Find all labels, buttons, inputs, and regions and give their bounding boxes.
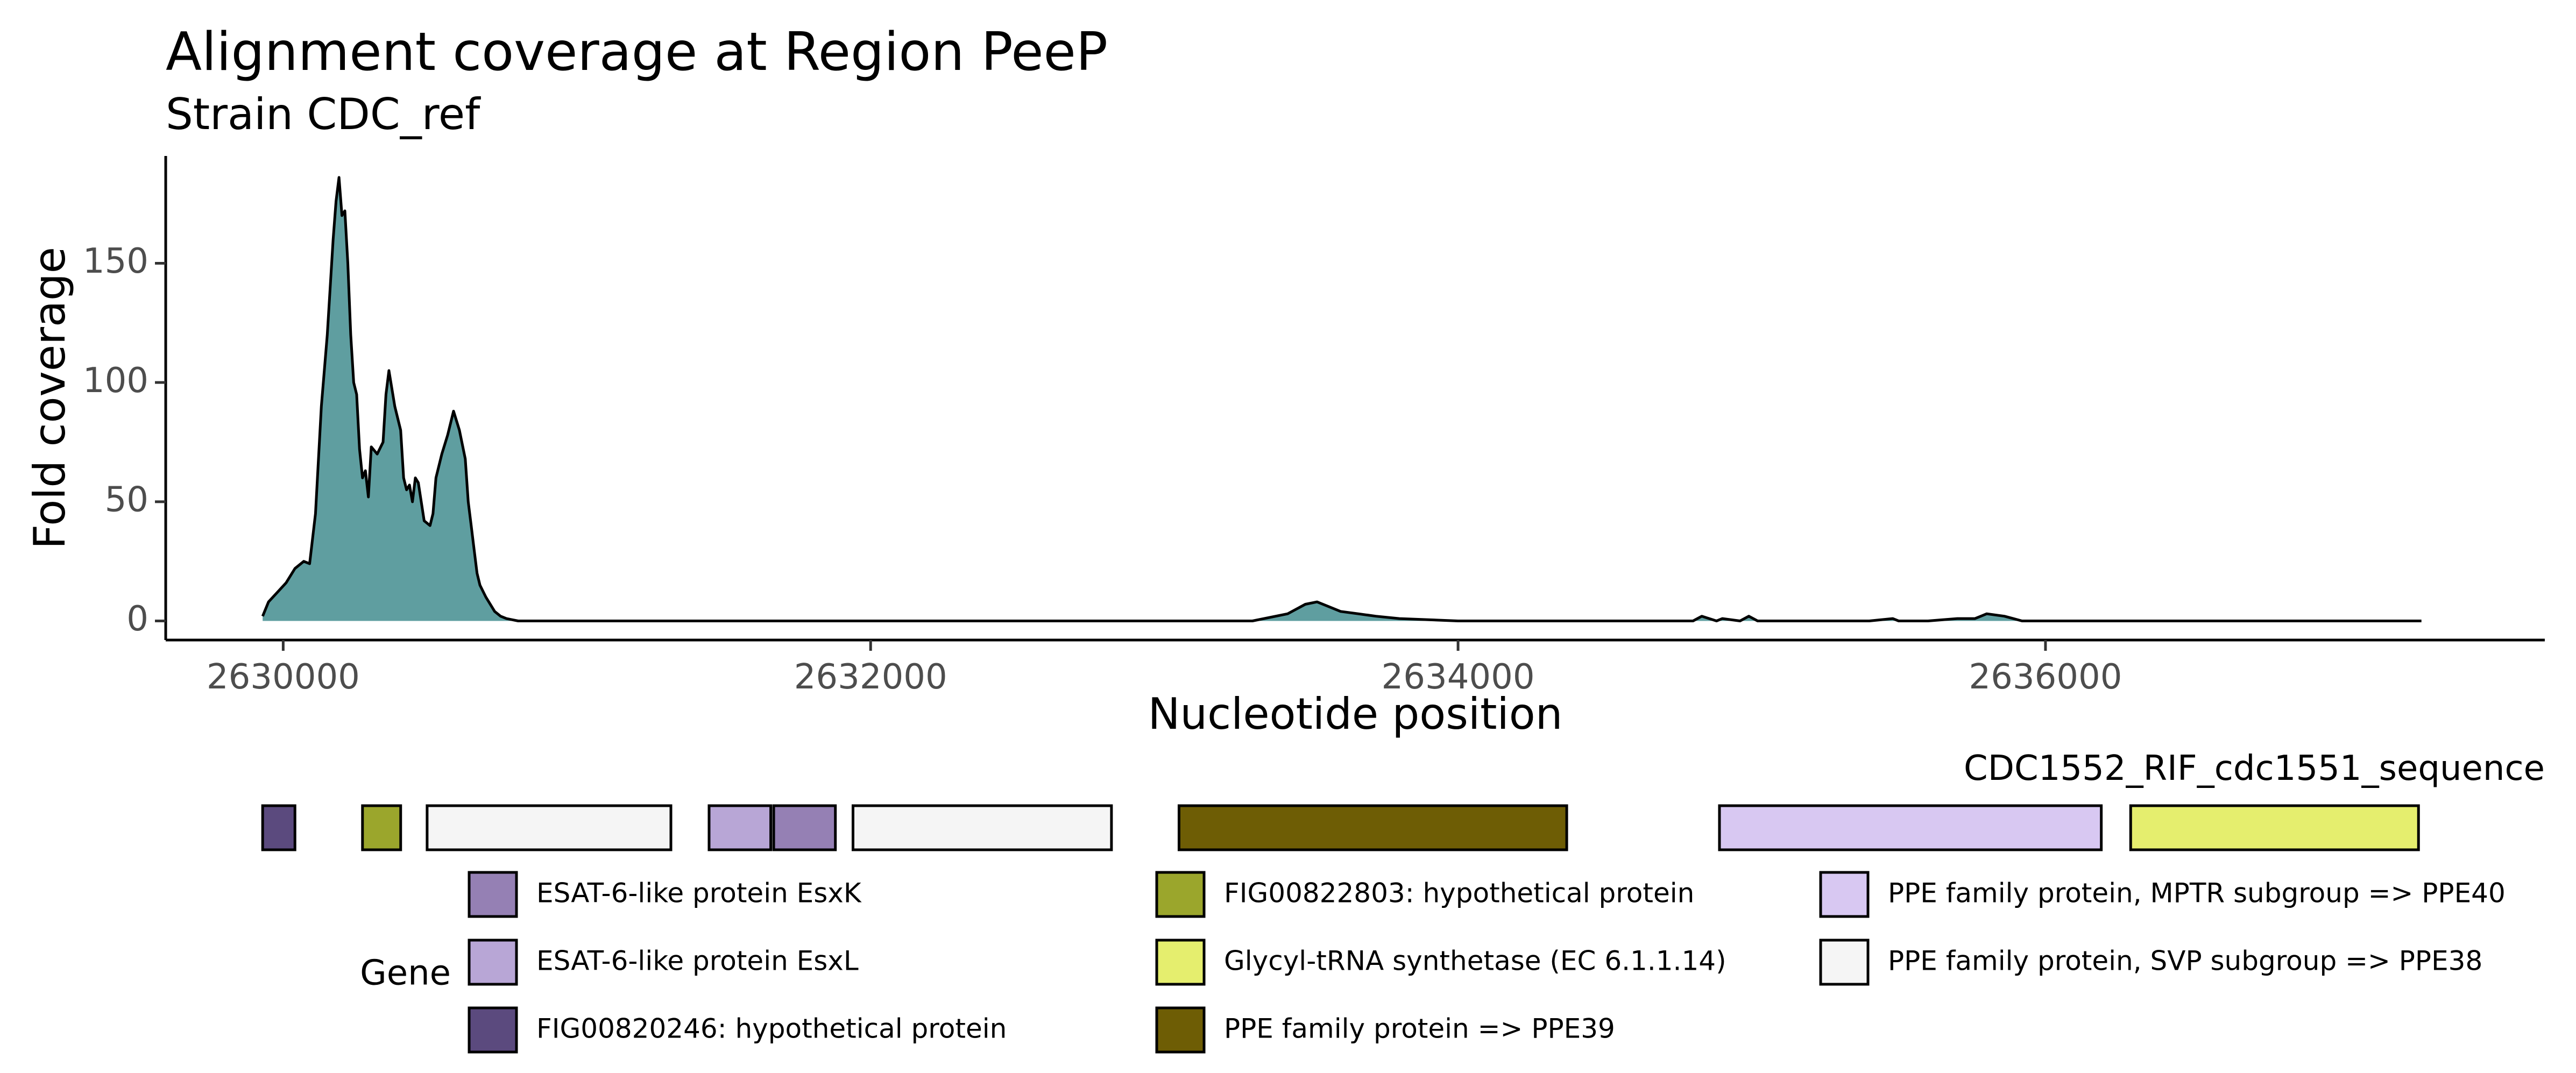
legend-swatch [1819, 871, 1870, 918]
gene-legend: ESAT-6-like protein EsxK ESAT-6-like prot… [468, 871, 2506, 1054]
legend-swatch [468, 1006, 518, 1054]
legend-label: PPE family protein => PPE39 [1224, 1013, 1615, 1044]
legend-label: PPE family protein, MPTR subgroup => PPE… [1888, 878, 2506, 909]
legend-swatch [1819, 939, 1870, 986]
legend-label: ESAT-6-like protein EsxK [536, 878, 862, 909]
x-axis-title: Nucleotide position [1148, 689, 1563, 739]
chart-subtitle: Strain CDC_ref [166, 89, 481, 139]
y-tick-label: 100 [83, 361, 148, 401]
gene-segment [707, 804, 773, 851]
legend-label: PPE family protein, SVP subgroup => PPE3… [1888, 946, 2482, 977]
gene-segment [426, 804, 673, 851]
coverage-line [261, 176, 2422, 622]
legend-label: ESAT-6-like protein EsxL [536, 946, 859, 977]
gene-segment [1177, 804, 1568, 851]
legend-swatch [468, 871, 518, 918]
legend-title: Gene [360, 954, 451, 993]
x-tick-label: 2632000 [794, 657, 947, 697]
gene-segment [261, 804, 296, 851]
gene-segment [851, 804, 1113, 851]
x-axis-ticks: 2630000 2632000 2634000 2636000 [207, 640, 2122, 697]
y-axis-ticks: 0 50 100 150 [83, 241, 166, 639]
legend-swatch [1155, 939, 1206, 986]
legend-swatch [468, 939, 518, 986]
gene-segment [2129, 804, 2420, 851]
coverage-plot-panel: 0 50 100 150 2630000 2632000 2634000 2636000 [83, 156, 2545, 697]
legend-swatch [1155, 871, 1206, 918]
y-tick-label: 50 [105, 480, 148, 520]
gene-segment [772, 804, 837, 851]
legend-label: FIG00820246: hypothetical protein [536, 1013, 1007, 1044]
legend-label: FIG00822803: hypothetical protein [1224, 878, 1694, 909]
y-axis-title: Fold coverage [25, 247, 75, 549]
gene-track-strip-label: CDC1552_RIF_cdc1551_sequence [1964, 749, 2545, 788]
legend-swatch [1155, 1006, 1206, 1054]
chart-title: Alignment coverage at Region PeeP [166, 22, 1108, 83]
gene-segment [1718, 804, 2103, 851]
y-tick-label: 0 [126, 599, 148, 639]
legend-label: Glycyl-tRNA synthetase (EC 6.1.1.14) [1224, 946, 1726, 977]
x-tick-label: 2634000 [1382, 657, 1535, 697]
gene-segment [361, 804, 402, 851]
y-tick-label: 150 [83, 241, 148, 281]
x-tick-label: 2630000 [207, 657, 360, 697]
x-tick-label: 2636000 [1969, 657, 2122, 697]
gene-track [261, 804, 2420, 851]
